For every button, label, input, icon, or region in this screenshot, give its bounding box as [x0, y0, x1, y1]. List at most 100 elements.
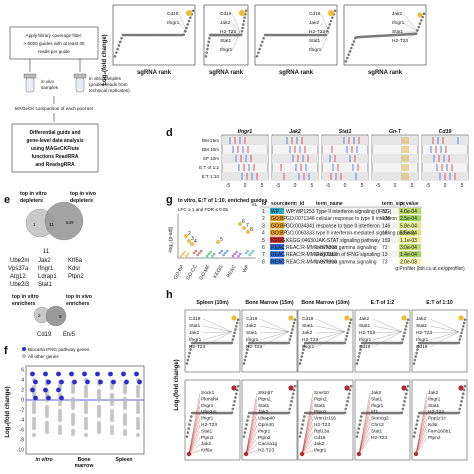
rank-point — [246, 419, 249, 422]
venn-enr-invivo-1: top in vivo — [66, 294, 92, 300]
rank-point — [360, 415, 363, 418]
g-term-point — [220, 249, 224, 253]
venn-right-count: 549 — [66, 220, 74, 225]
f-ifng-point — [33, 395, 38, 401]
flow-diff-line1: Differential guide and — [29, 130, 80, 136]
g-table-cell: 37 — [382, 209, 388, 215]
rank-point — [352, 40, 356, 43]
rank-point — [236, 318, 240, 321]
h-bottom-depleted — [356, 451, 362, 457]
d-tick: 5 — [461, 183, 464, 189]
rank-point — [207, 40, 211, 44]
f-point — [135, 409, 141, 415]
h-bottom-gene-label: Jak2 — [258, 409, 268, 415]
h-bottom-gene-label: Ptpn2 — [258, 435, 271, 441]
h-bottom-gene-label: Ptpn2 — [314, 409, 327, 415]
d-row-band — [272, 154, 318, 163]
rank-point — [245, 423, 248, 426]
venn-center-count: 11 — [49, 222, 54, 227]
f-point — [122, 405, 128, 411]
d-tick: 5 — [411, 183, 414, 189]
label-leader — [403, 31, 419, 42]
rank-point — [347, 324, 351, 328]
f-point — [44, 413, 50, 419]
h-bottom-gene-label: Sock1 — [201, 390, 215, 396]
d-row-label: E:T of 1:2 — [199, 165, 219, 170]
panel-g-title: In vitro, E:T of 1:10, enriched guides — [178, 198, 267, 204]
rank-point — [403, 331, 406, 335]
highlight-point — [328, 10, 334, 16]
rank-point — [462, 321, 466, 325]
f-point — [57, 430, 63, 436]
flow-invivo-line2: samples — [41, 85, 59, 90]
f-ifng-point — [59, 379, 64, 385]
h-bottom-gene-label: Ppp1r1c — [428, 416, 446, 422]
h-top-gene-label: Jak2 — [359, 316, 369, 322]
g-table-cell: Regulation of IFNG signaling — [316, 252, 380, 258]
g-xgroup: GO:MF — [198, 264, 211, 281]
d-row-band — [422, 136, 468, 145]
f-ifng-point — [121, 371, 126, 377]
rank-point — [230, 341, 234, 345]
g-source-chip — [270, 229, 284, 236]
g-table-cell: 3.0e-04 — [400, 245, 417, 251]
d-gene-title: Ifngr1 — [238, 129, 253, 135]
venn-vitro-gene-2: Vps37a — [8, 266, 29, 272]
d-row-band — [322, 154, 368, 163]
rank-point — [241, 23, 245, 26]
label-leader — [178, 22, 188, 33]
venn-enr-circle-invivo — [45, 305, 67, 327]
legend-marker-other — [22, 354, 26, 358]
label-leader — [320, 13, 330, 33]
d-tick: -5 — [376, 183, 381, 189]
venn-vitro-gene-1: Ube2m — [10, 258, 29, 264]
rank-point — [189, 419, 192, 422]
top-panel-frame — [203, 4, 249, 66]
rank-point — [412, 435, 416, 438]
rank-point — [460, 331, 463, 335]
panel-g-subtitle: LFC ≥ 1 and FDR ≤ 0.05 — [178, 207, 228, 212]
f-point — [109, 417, 115, 423]
rank-point — [230, 411, 234, 414]
h-bottom-gene-label: Cd19 — [314, 435, 326, 441]
h-bottom-gene-label: Stat1 — [314, 403, 326, 409]
rank-point — [404, 392, 408, 396]
f-ifng-point — [72, 379, 77, 385]
h-top-gene-label: Cd19 — [246, 316, 258, 322]
f-point — [96, 429, 102, 435]
top-xlabel: sgRNA rank — [209, 70, 244, 76]
top-xlabel: sgRNA rank — [137, 70, 172, 76]
g-table-cell: 2.0e-03 — [400, 259, 417, 265]
h-bottom-gene-label: Cacna1g — [258, 441, 278, 447]
g-table-cell: Type II interferon signaling (IFNG) — [316, 209, 392, 215]
rank-point — [333, 9, 337, 13]
rank-point — [461, 392, 465, 396]
flow-diff-line4: functions ReadRRA — [32, 154, 79, 160]
rank-point — [120, 36, 123, 40]
g-term-point — [238, 252, 242, 256]
h-bottom-gene-label: H2-T23 — [314, 422, 330, 428]
top-gene-label: Cd19 — [309, 11, 321, 17]
label-leader — [259, 318, 290, 332]
rank-point — [303, 344, 306, 348]
panel-letter-e: e — [4, 194, 10, 206]
top-panel-frame — [343, 4, 427, 66]
f-point — [109, 430, 115, 436]
label-leader — [415, 392, 428, 455]
label-leader — [245, 405, 258, 455]
f-ifng-point — [134, 371, 139, 377]
f-point — [83, 393, 89, 399]
top-gene-label: Ifngr1 — [220, 47, 233, 53]
rank-point — [234, 396, 237, 399]
g-table-cell: 1.4e-04 — [400, 252, 417, 258]
g-sig-point — [242, 226, 246, 230]
g-table-cell: GO:BP — [271, 223, 288, 229]
g-xgroup: KEGG — [212, 264, 224, 280]
rank-point — [347, 392, 351, 396]
venn-shared-gene-2: Ifngr1 — [38, 266, 54, 272]
h-bottom-gene-label: Snel10 — [314, 390, 329, 396]
label-leader — [415, 412, 428, 455]
rank-point — [302, 348, 305, 351]
h-bottom-gene-label: Stat1 — [258, 403, 270, 409]
rank-point — [244, 9, 248, 13]
